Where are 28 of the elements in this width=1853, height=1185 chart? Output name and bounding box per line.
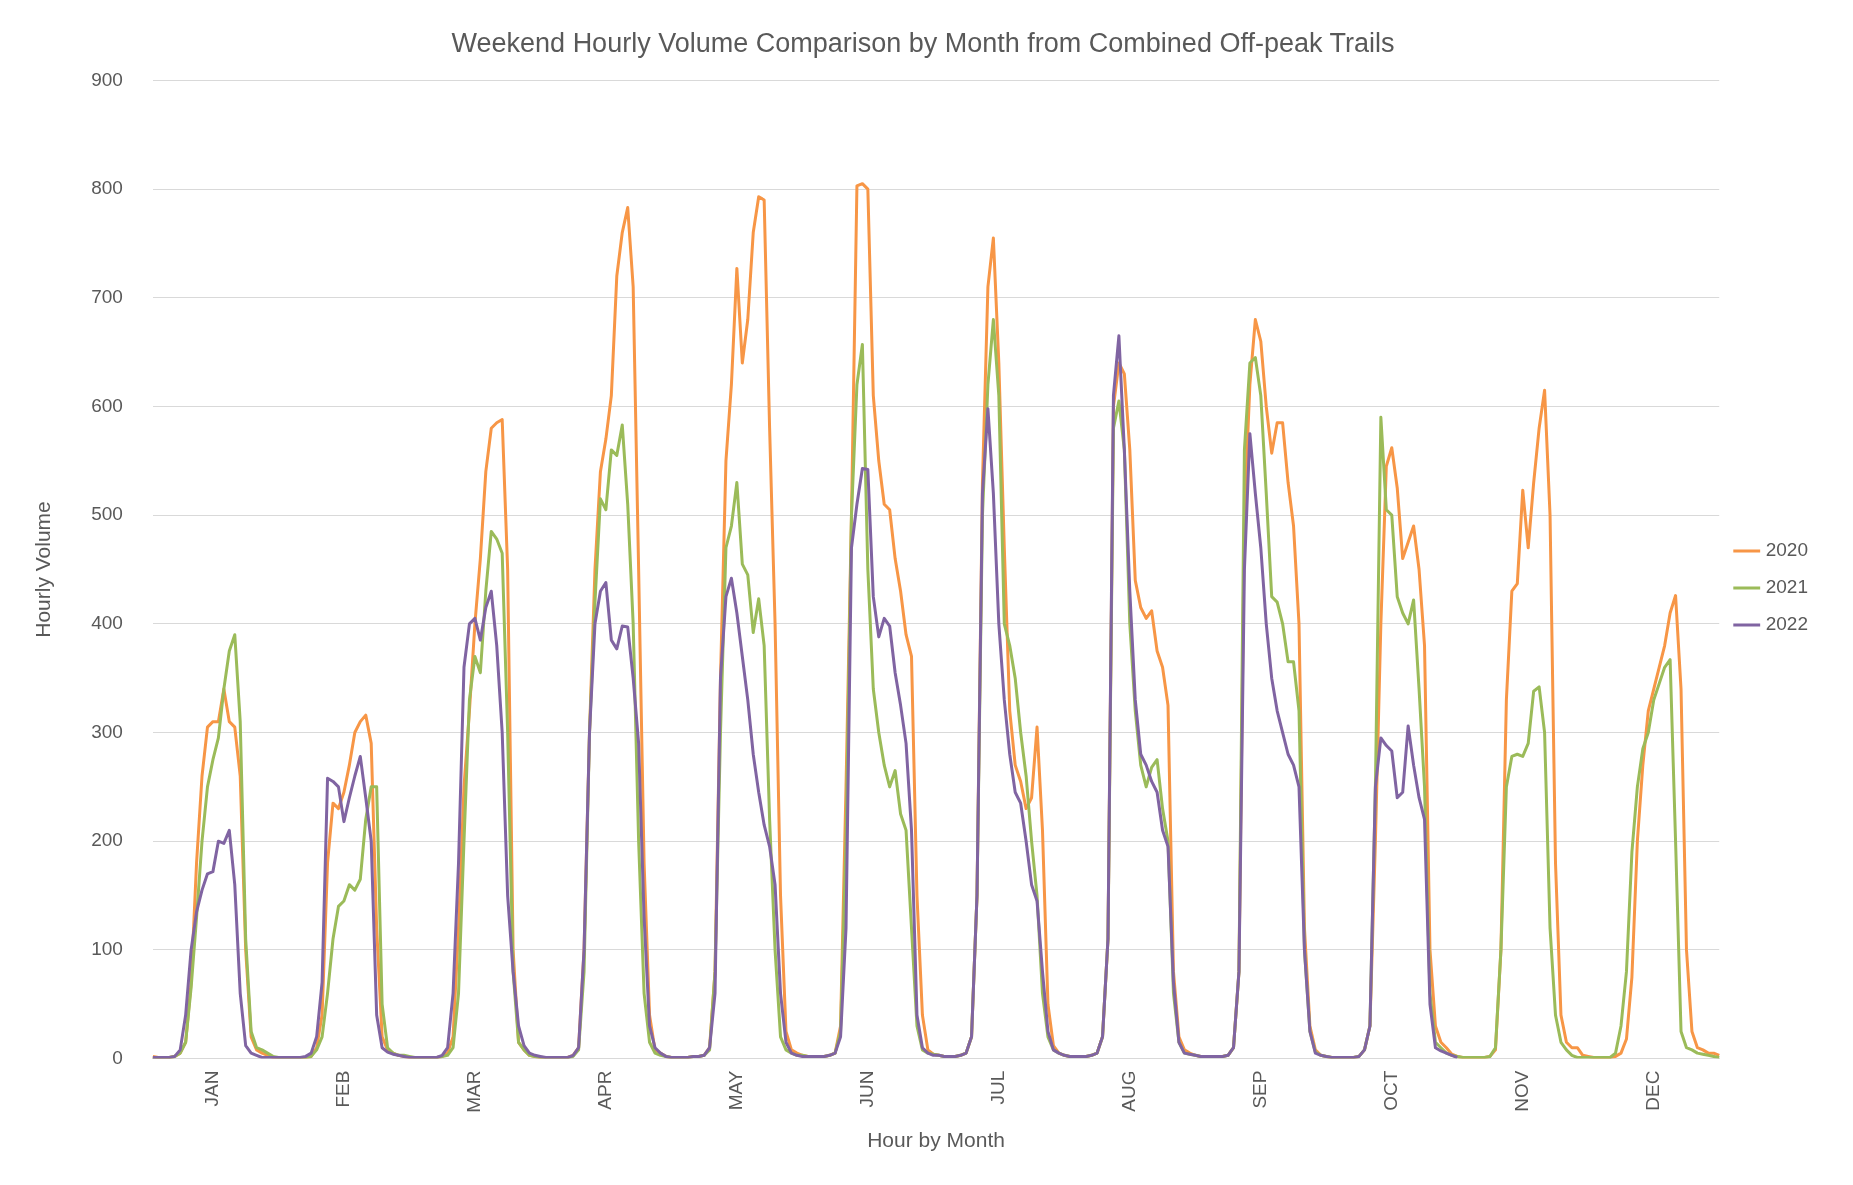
y-tick-label: 100: [91, 938, 123, 960]
x-tick-label: JUL: [987, 1070, 1009, 1105]
y-axis-title: Hourly Volume: [31, 501, 55, 638]
chart-title: Weekend Hourly Volume Comparison by Month from Combined Off-peak Trails: [451, 27, 1395, 58]
x-tick-label: AUG: [1118, 1070, 1140, 1112]
legend-label: 2022: [1765, 613, 1809, 635]
x-tick-label: JUN: [856, 1070, 878, 1108]
y-tick-label: 900: [91, 68, 123, 90]
y-tick-label: 300: [91, 720, 123, 742]
y-tick-label: 200: [91, 829, 123, 851]
y-tick-label: 400: [91, 612, 123, 634]
x-tick-label: OCT: [1380, 1070, 1402, 1111]
y-tick-label: 500: [91, 503, 123, 525]
x-tick-label: MAY: [725, 1070, 747, 1111]
y-tick-label: 0: [112, 1046, 123, 1068]
x-tick-label: DEC: [1641, 1070, 1663, 1111]
x-tick-label: APR: [594, 1070, 616, 1110]
x-tick-label: SEP: [1249, 1070, 1271, 1109]
x-axis-title: Hour by Month: [867, 1128, 1005, 1152]
y-tick-label: 800: [91, 177, 123, 199]
x-tick-label: JAN: [201, 1070, 223, 1107]
y-tick-label: 600: [91, 394, 123, 416]
x-tick-label: NOV: [1510, 1070, 1532, 1112]
legend-label: 2021: [1765, 576, 1809, 598]
x-tick-label: MAR: [463, 1070, 485, 1113]
legend-label: 2020: [1765, 539, 1809, 561]
y-tick-label: 700: [91, 286, 123, 308]
x-tick-label: FEB: [332, 1070, 354, 1108]
